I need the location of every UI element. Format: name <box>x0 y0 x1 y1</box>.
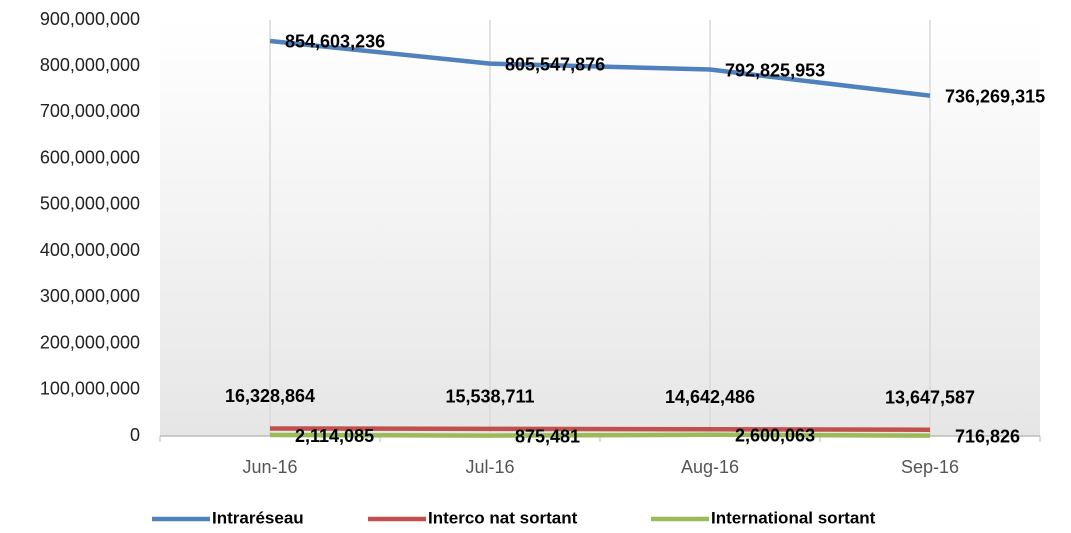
data-label: 792,825,953 <box>725 60 825 80</box>
x-tick-label: Jul-16 <box>465 457 514 477</box>
y-tick-label: 700,000,000 <box>40 101 140 121</box>
legend-label: Intraréseau <box>212 508 304 527</box>
data-label: 2,600,063 <box>735 426 815 446</box>
y-tick-label: 100,000,000 <box>40 379 140 399</box>
data-label: 716,826 <box>955 426 1020 446</box>
y-tick-label: 500,000,000 <box>40 194 140 214</box>
legend-label: International sortant <box>711 508 876 527</box>
y-tick-label: 600,000,000 <box>40 147 140 167</box>
y-tick-label: 200,000,000 <box>40 332 140 352</box>
x-tick-label: Jun-16 <box>242 457 297 477</box>
y-tick-label: 0 <box>130 425 140 445</box>
data-label: 16,328,864 <box>225 386 315 406</box>
legend-label: Interco nat sortant <box>428 508 578 527</box>
series-line <box>269 432 931 438</box>
y-tick-label: 300,000,000 <box>40 286 140 306</box>
y-tick-label: 400,000,000 <box>40 240 140 260</box>
data-label: 2,114,085 <box>295 426 374 446</box>
y-tick-label: 800,000,000 <box>40 55 140 75</box>
x-tick-label: Sep-16 <box>901 457 959 477</box>
series-line <box>269 38 931 98</box>
x-tick-label: Aug-16 <box>681 457 739 477</box>
data-label: 875,481 <box>515 426 580 446</box>
data-label: 736,269,315 <box>945 86 1045 106</box>
data-label: 14,642,486 <box>665 387 755 407</box>
data-label: 13,647,587 <box>885 387 975 407</box>
data-label: 15,538,711 <box>445 387 534 407</box>
data-label: 854,603,236 <box>285 32 385 52</box>
data-label: 805,547,876 <box>505 54 605 74</box>
y-tick-label: 900,000,000 <box>40 9 140 29</box>
plot-area <box>160 20 1040 436</box>
series-line <box>269 426 931 432</box>
